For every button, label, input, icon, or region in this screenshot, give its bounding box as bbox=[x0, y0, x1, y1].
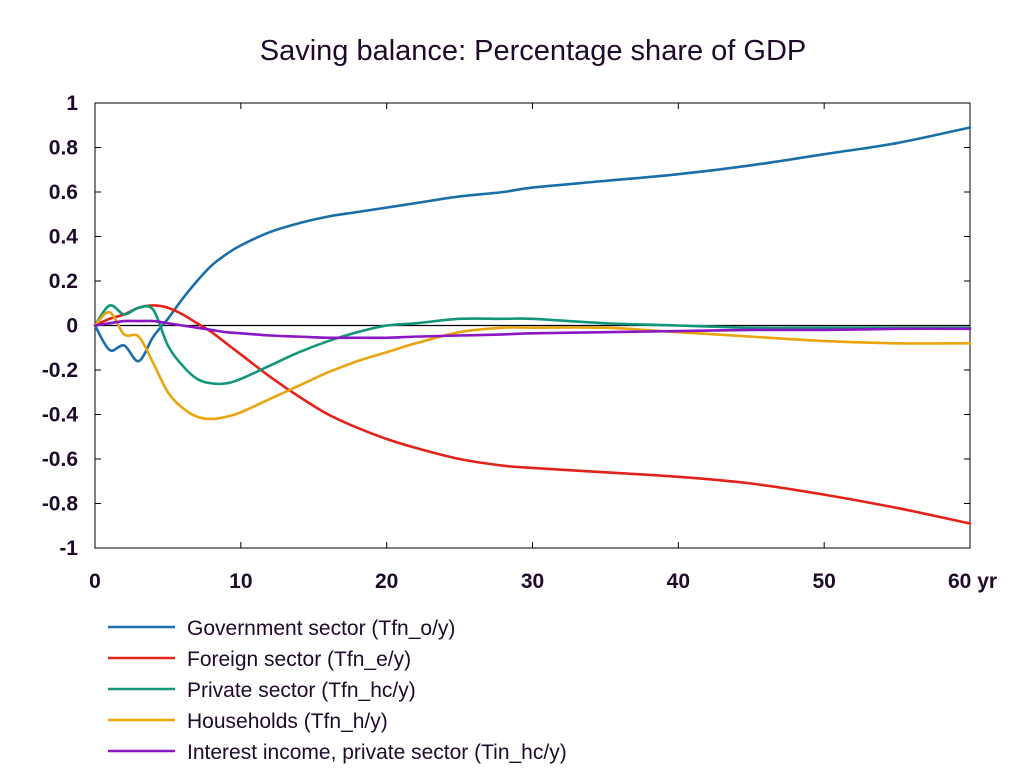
legend: Government sector (Tfn_o/y) Foreign secto… bbox=[108, 617, 567, 764]
y-tick-label: 0 bbox=[66, 315, 78, 338]
legend-label-households-tfn-h-y: Households (Tfn_h/y) bbox=[187, 710, 388, 733]
series-line-government-sector-tfn-o-y bbox=[93, 126, 972, 363]
series-line-private-sector-tfn-hc-y bbox=[93, 304, 972, 386]
x-tick-label: 60 yr bbox=[948, 570, 997, 593]
chart-title: Saving balance: Percentage share of GDP bbox=[260, 35, 807, 67]
y-tick-label: -0.2 bbox=[42, 359, 78, 382]
y-axis: 1 0.8 0.6 0.4 0.2 0 -0.2 -0.4 -0.6 -0.8 -1 bbox=[42, 92, 970, 560]
x-axis: 0 10 20 30 40 50 60 yr bbox=[89, 103, 997, 593]
y-tick-label: 0.4 bbox=[49, 226, 79, 249]
y-tick-label: 0.8 bbox=[49, 137, 79, 160]
y-tick-label: 0.6 bbox=[49, 181, 78, 204]
y-tick-label: 1 bbox=[66, 92, 78, 115]
x-tick-label: 20 bbox=[375, 570, 398, 593]
x-tick-label: 30 bbox=[521, 570, 544, 593]
y-tick-label: -0.4 bbox=[42, 404, 79, 427]
x-tick-label: 10 bbox=[229, 570, 252, 593]
y-tick-label: -0.6 bbox=[42, 448, 78, 471]
legend-label-foreign-sector-tfn-e-y: Foreign sector (Tfn_e/y) bbox=[187, 648, 411, 671]
series-line-households-tfn-h-y bbox=[93, 310, 972, 421]
x-tick-label: 0 bbox=[89, 570, 101, 593]
legend-label-government-sector-tfn-o-y: Government sector (Tfn_o/y) bbox=[187, 617, 455, 640]
x-tick-label: 40 bbox=[667, 570, 690, 593]
y-tick-label: -1 bbox=[59, 537, 78, 560]
x-tick-label: 50 bbox=[812, 570, 835, 593]
series-line-interest-income-private-sector-tin-hc-y bbox=[93, 319, 972, 340]
series-lines bbox=[93, 126, 972, 525]
y-tick-label: -0.8 bbox=[42, 493, 79, 516]
y-tick-label: 0.2 bbox=[49, 270, 78, 293]
plot-area bbox=[94, 102, 971, 549]
legend-label-interest-income-private-sector-tin-hc-y: Interest income, private sector (Tin_hc/… bbox=[187, 741, 567, 764]
legend-label-private-sector-tfn-hc-y: Private sector (Tfn_hc/y) bbox=[187, 679, 416, 702]
series-line-foreign-sector-tfn-e-y bbox=[93, 304, 972, 525]
